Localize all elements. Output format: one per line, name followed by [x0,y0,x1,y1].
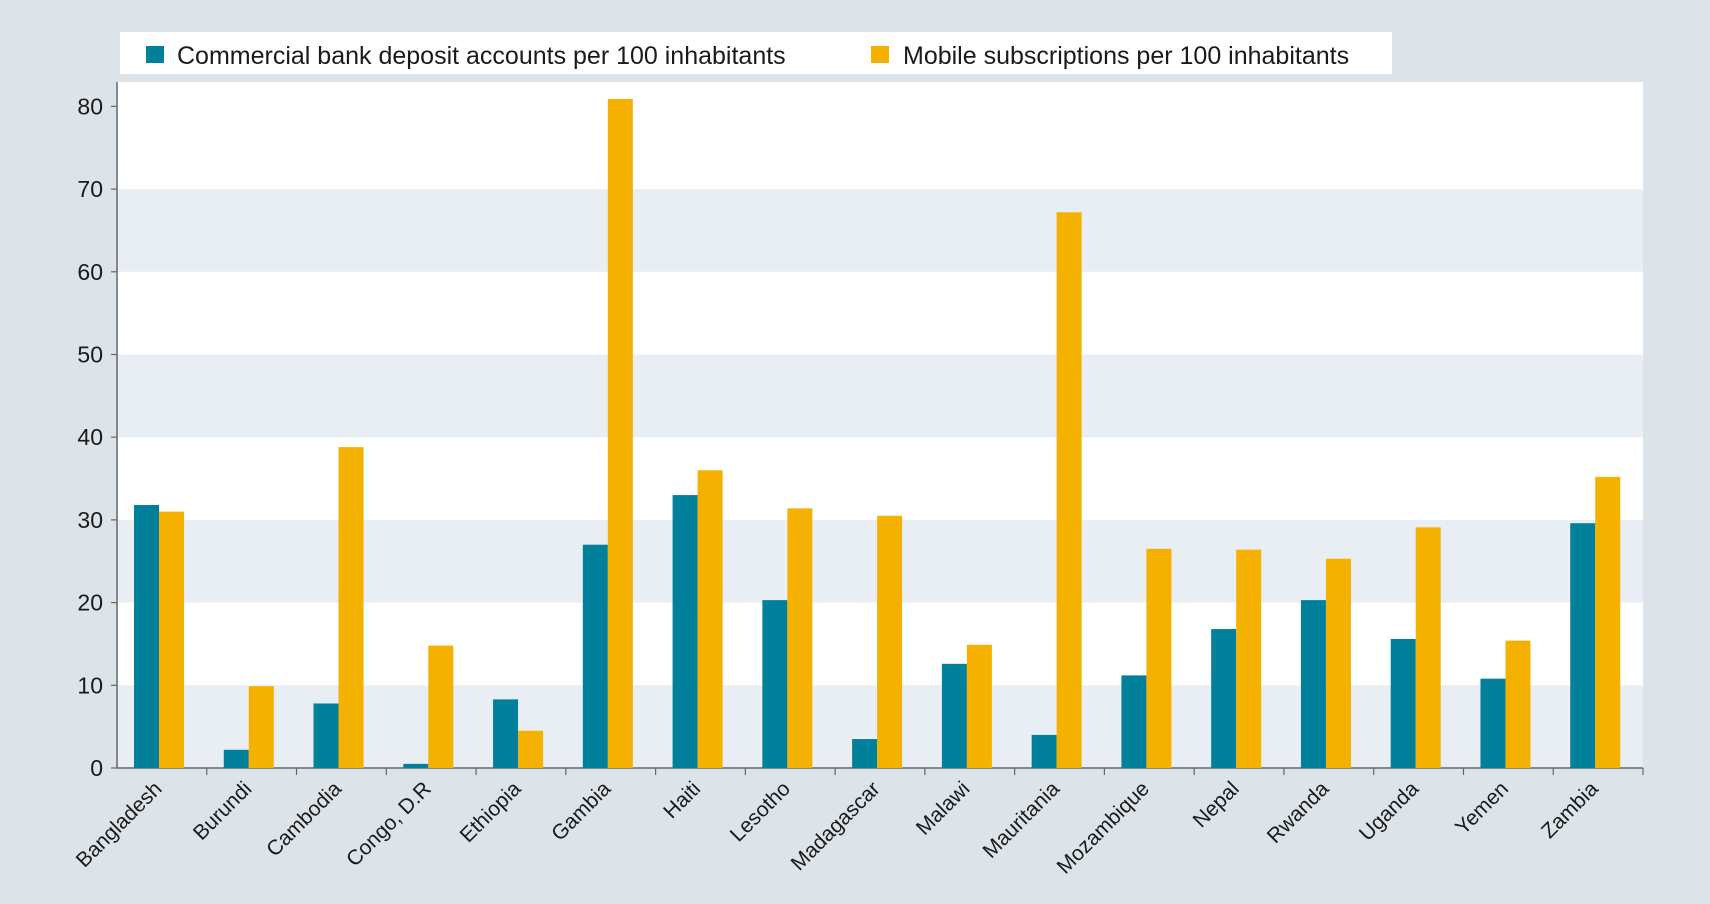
bar-deposit [1300,600,1326,768]
bar-deposit [1031,734,1057,768]
y-tick-label: 40 [77,424,103,450]
bar-deposit [672,495,698,768]
y-tick-label: 70 [77,176,103,202]
bar-deposit [1570,523,1596,768]
bar-mobile [518,730,544,768]
legend-label-deposit: Commercial bank deposit accounts per 100… [177,42,786,70]
legend-label-mobile: Mobile subscriptions per 100 inhabitants [903,42,1349,70]
y-tick-label: 30 [77,507,103,533]
y-tick-label: 50 [77,342,103,368]
bar-deposit [493,699,519,768]
bar-mobile [338,447,364,768]
grid-band [117,354,1643,438]
bar-mobile [159,511,184,768]
bar-deposit [403,763,429,768]
bar-deposit [313,703,339,768]
bar-mobile [607,98,633,768]
bar-deposit [1480,678,1506,768]
bar-mobile [428,645,454,768]
bar-deposit [1390,638,1416,768]
y-tick-label: 0 [90,755,103,781]
bar-mobile [697,470,723,768]
y-tick-label: 60 [77,259,103,285]
bar-mobile [1236,549,1262,768]
bar-mobile [248,686,274,768]
bar-mobile [1146,548,1172,768]
bar-mobile [1505,640,1531,768]
grid-band [117,189,1643,272]
bar-deposit [1121,675,1147,768]
y-tick-labels: 0 10 20 30 40 50 60 70 80 [77,93,103,781]
bar-mobile [1415,527,1441,768]
bar-mobile [877,515,903,768]
y-tick-label: 10 [77,672,103,698]
bar-deposit [223,749,249,768]
bar-mobile [1595,476,1621,768]
y-tick-label: 20 [77,590,103,616]
legend-box [120,32,1392,74]
bar-deposit [582,544,608,768]
bar-mobile [1325,558,1351,768]
bar-deposit [134,505,159,768]
legend: Commercial bank deposit accounts per 100… [120,32,1392,74]
bar-deposit [762,600,788,768]
bars [134,98,1621,769]
bar-mobile [1056,212,1082,769]
bar-deposit [1211,629,1237,768]
bar-deposit [941,663,967,768]
bar-deposit [852,739,878,768]
legend-swatch-mobile [871,46,889,63]
plot-bands [117,82,1643,768]
bar-mobile [966,644,992,768]
legend-swatch-deposit [146,46,164,63]
y-tick-label: 80 [77,93,103,119]
bar-mobile [787,508,813,768]
